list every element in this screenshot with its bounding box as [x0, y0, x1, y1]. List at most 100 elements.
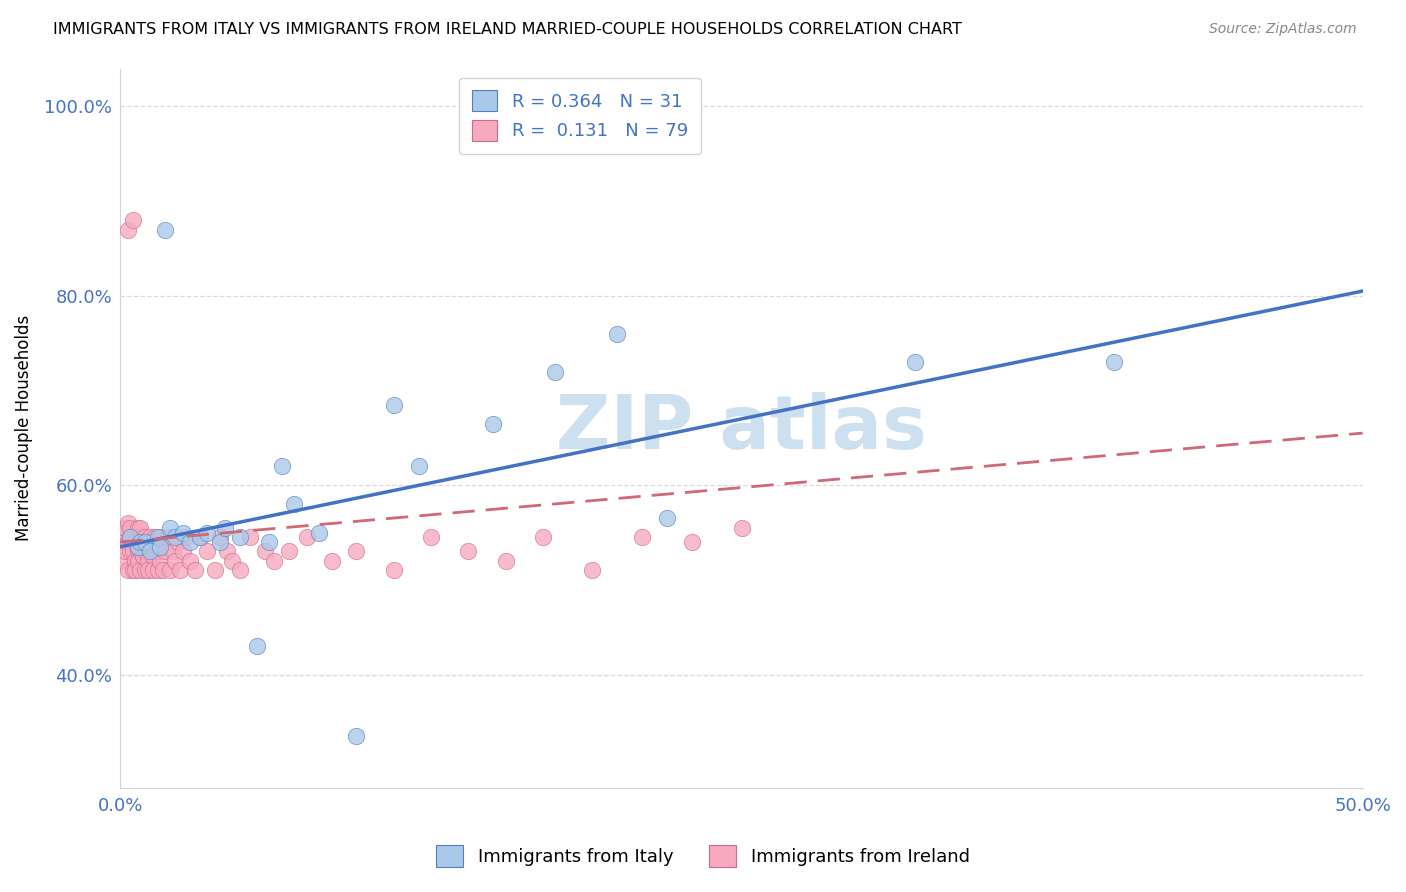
Point: [114, 521, 136, 535]
Point: [1102, 355, 1125, 369]
Legend: Immigrants from Italy, Immigrants from Ireland: Immigrants from Italy, Immigrants from I…: [429, 838, 977, 874]
Point: [117, 563, 139, 577]
Point: [221, 554, 243, 568]
Point: [136, 554, 159, 568]
Point: [253, 544, 276, 558]
Point: [295, 530, 318, 544]
Point: [457, 544, 479, 558]
Point: [179, 535, 201, 549]
Text: IMMIGRANTS FROM ITALY VS IMMIGRANTS FROM IRELAND MARRIED-COUPLE HOUSEHOLDS CORRE: IMMIGRANTS FROM ITALY VS IMMIGRANTS FROM…: [53, 22, 962, 37]
Point: [166, 535, 188, 549]
Point: [129, 535, 152, 549]
Point: [246, 639, 269, 653]
Point: [120, 530, 142, 544]
Point: [146, 544, 169, 558]
Point: [127, 540, 149, 554]
Point: [129, 521, 152, 535]
Point: [134, 544, 156, 558]
Point: [172, 544, 194, 558]
Point: [217, 544, 239, 558]
Point: [146, 563, 169, 577]
Point: [129, 530, 152, 544]
Point: [308, 525, 330, 540]
Point: [124, 535, 146, 549]
Point: [408, 459, 430, 474]
Point: [146, 530, 169, 544]
Point: [156, 530, 179, 544]
Point: [136, 563, 159, 577]
Point: [127, 554, 149, 568]
Point: [169, 563, 191, 577]
Point: [143, 544, 166, 558]
Point: [495, 554, 517, 568]
Text: Source: ZipAtlas.com: Source: ZipAtlas.com: [1209, 22, 1357, 37]
Point: [482, 417, 505, 431]
Point: [278, 544, 301, 558]
Point: [208, 530, 231, 544]
Point: [904, 355, 927, 369]
Point: [382, 563, 405, 577]
Point: [127, 530, 149, 544]
Point: [184, 563, 207, 577]
Point: [271, 459, 294, 474]
Point: [111, 535, 134, 549]
Point: [120, 530, 142, 544]
Point: [165, 554, 187, 568]
Point: [139, 530, 162, 544]
Point: [159, 521, 181, 535]
Point: [228, 530, 250, 544]
Point: [142, 549, 165, 564]
Point: [114, 544, 136, 558]
Point: [153, 544, 176, 558]
Point: [174, 530, 197, 544]
Y-axis label: Married-couple Households: Married-couple Households: [15, 315, 32, 541]
Point: [197, 525, 219, 540]
Point: [114, 525, 136, 540]
Point: [142, 563, 165, 577]
Point: [124, 554, 146, 568]
Point: [149, 530, 172, 544]
Point: [188, 530, 211, 544]
Point: [149, 554, 172, 568]
Point: [159, 563, 181, 577]
Point: [197, 544, 219, 558]
Point: [544, 365, 567, 379]
Point: [204, 563, 226, 577]
Point: [581, 563, 603, 577]
Point: [382, 398, 405, 412]
Point: [134, 563, 156, 577]
Point: [121, 544, 143, 558]
Point: [631, 530, 654, 544]
Point: [152, 563, 174, 577]
Legend: R = 0.364   N = 31, R =  0.131   N = 79: R = 0.364 N = 31, R = 0.131 N = 79: [460, 78, 700, 153]
Point: [134, 535, 156, 549]
Point: [111, 554, 134, 568]
Point: [129, 563, 152, 577]
Point: [139, 540, 162, 554]
Point: [606, 326, 628, 341]
Point: [346, 729, 368, 743]
Point: [179, 554, 201, 568]
Point: [263, 554, 285, 568]
Point: [730, 521, 752, 535]
Text: ZIP atlas: ZIP atlas: [557, 392, 927, 465]
Point: [120, 521, 142, 535]
Point: [283, 497, 305, 511]
Point: [139, 544, 162, 558]
Point: [129, 544, 152, 558]
Point: [127, 521, 149, 535]
Point: [120, 544, 142, 558]
Point: [172, 525, 194, 540]
Point: [149, 540, 172, 554]
Point: [121, 563, 143, 577]
Point: [188, 530, 211, 544]
Point: [117, 535, 139, 549]
Point: [531, 530, 554, 544]
Point: [346, 544, 368, 558]
Point: [228, 563, 250, 577]
Point: [127, 544, 149, 558]
Point: [655, 511, 678, 525]
Point: [321, 554, 343, 568]
Point: [259, 535, 281, 549]
Point: [165, 530, 187, 544]
